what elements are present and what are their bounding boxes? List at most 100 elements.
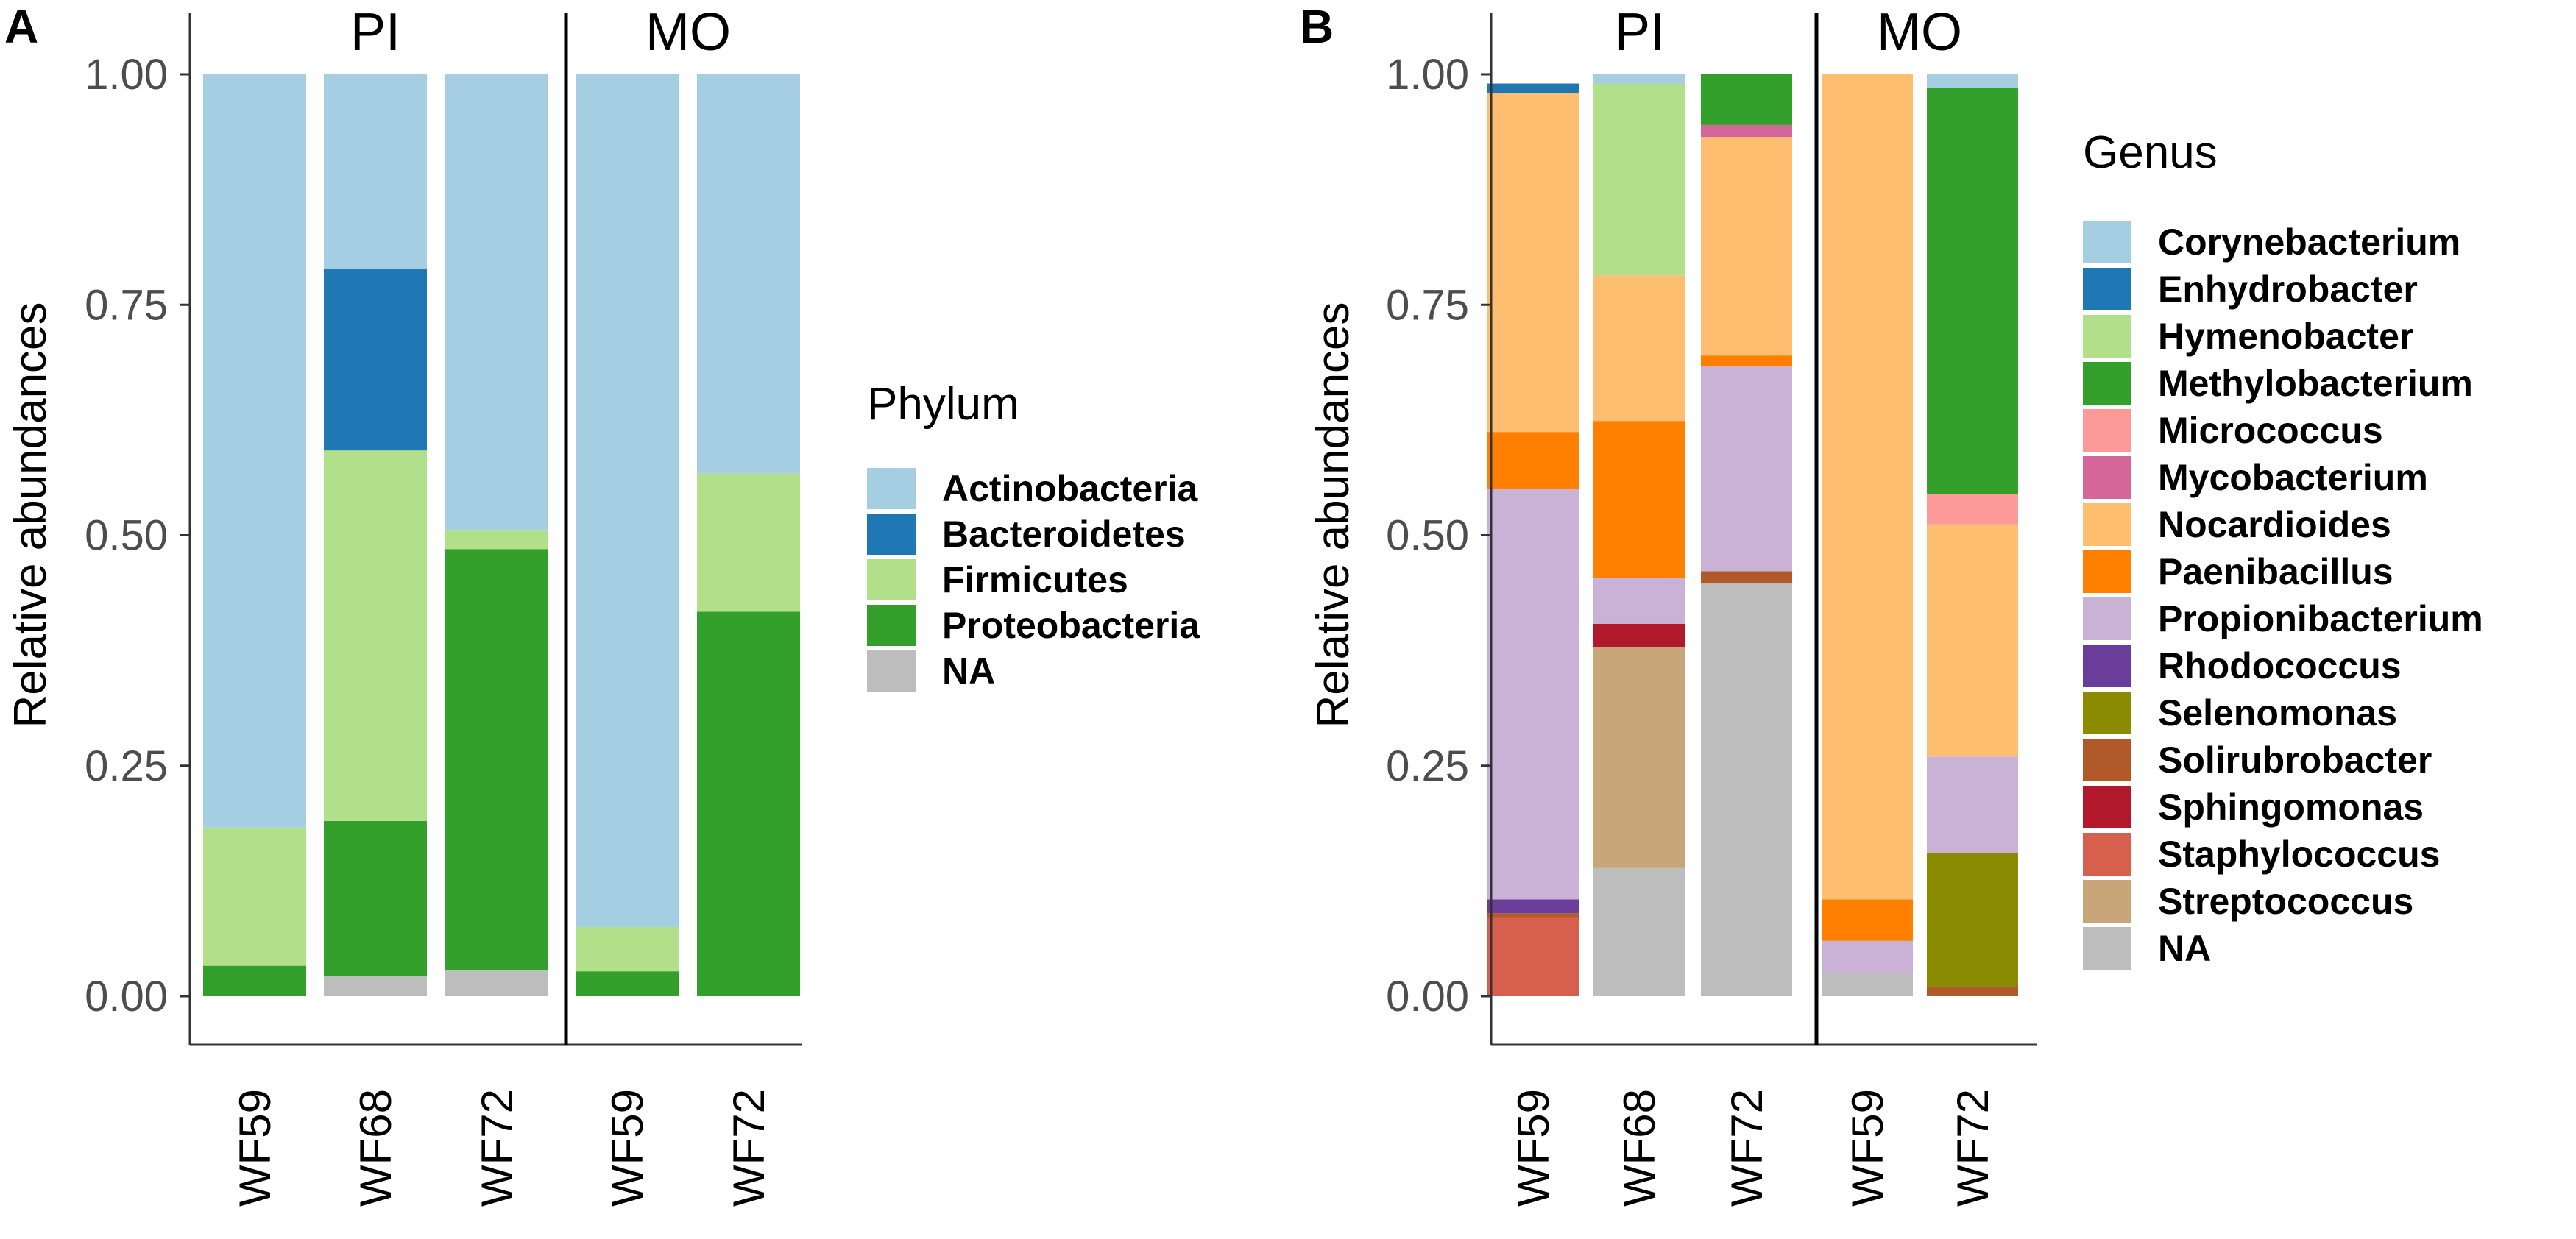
panel-a-bar-2-actinobacteria bbox=[324, 74, 427, 269]
panel-b-legend-label-na: NA bbox=[2158, 928, 2211, 969]
panel-b-legend-key-mycobacterium bbox=[2083, 456, 2131, 499]
panel-b-group-label-pi: PI bbox=[1615, 3, 1665, 62]
panel-b-y-tick-label: 0.75 bbox=[1386, 281, 1469, 329]
panel-b-legend-label-micrococcus: Micrococcus bbox=[2158, 410, 2383, 451]
panel-a-plot-area: 0.00 0.25 0.50 0.75 1.00 WF59 WF68 WF72 WF59 WF72… bbox=[85, 3, 802, 1207]
panel-b-bar-5-methylobacterium bbox=[1927, 88, 2018, 494]
panel-b: B Relative abundances Genus 0.00 0.25 0.50… bbox=[1300, 0, 2483, 1207]
panel-b-bar-5-corynebacterium bbox=[1927, 74, 2018, 88]
panel-a-group-label-mo: MO bbox=[645, 3, 731, 62]
panel-a-legend-label-actinobacteria: Actinobacteria bbox=[942, 468, 1199, 509]
panel-b-legend: Corynebacterium Enhydrobacter Hymenobacter… bbox=[2083, 221, 2483, 970]
panel-a-bar-4-firmicutes bbox=[576, 927, 679, 972]
panel-b-label: B bbox=[1300, 0, 1334, 53]
panel-b-legend-key-micrococcus bbox=[2083, 409, 2131, 452]
panel-b-x-tick-label: WF72 bbox=[1722, 1089, 1772, 1207]
panel-b-x-tick-label: WF72 bbox=[1948, 1089, 1998, 1207]
panel-a-legend-key-firmicutes bbox=[867, 559, 916, 600]
panel-a-bar-3-proteobacteria bbox=[445, 549, 548, 970]
panel-a-x-tick-label: WF72 bbox=[473, 1089, 522, 1207]
panel-b-legend-label-rhodococcus: Rhodococcus bbox=[2158, 645, 2402, 686]
panel-b-x-tick-label: WF59 bbox=[1509, 1089, 1558, 1207]
panel-a-bar-2-na bbox=[324, 976, 427, 996]
panel-b-bar-2-paenibacillus bbox=[1593, 421, 1685, 578]
panel-a-group-label-pi: PI bbox=[350, 3, 400, 62]
panel-b-legend-key-methylobacterium bbox=[2083, 362, 2131, 405]
panel-b-bar-5-solirubrobacter bbox=[1927, 987, 2018, 996]
panel-a-legend-title: Phylum bbox=[867, 379, 1019, 430]
panel-b-legend-key-selenomonas bbox=[2083, 692, 2131, 734]
panel-b-bar-5-micrococcus bbox=[1927, 494, 2018, 525]
panel-b-bar-3-mycobacterium bbox=[1701, 124, 1792, 138]
panel-b-bar-1-rhodococcus bbox=[1487, 899, 1579, 914]
panel-b-y-tick-label: 0.50 bbox=[1386, 512, 1469, 560]
panel-b-bar-3-solirubrobacter bbox=[1701, 571, 1792, 583]
panel-a-bar-3-na bbox=[445, 970, 548, 996]
panel-a-x-tick-label: WF59 bbox=[230, 1089, 280, 1207]
panel-b-bar-4-paenibacillus bbox=[1822, 899, 1913, 941]
panel-b-legend-key-corynebacterium bbox=[2083, 221, 2131, 263]
panel-b-legend-label-hymenobacter: Hymenobacter bbox=[2158, 316, 2413, 357]
panel-b-bar-4-na bbox=[1822, 973, 1913, 996]
panel-a-legend-label-firmicutes: Firmicutes bbox=[942, 559, 1128, 600]
panel-a-bar-2-firmicutes bbox=[324, 450, 427, 821]
panel-a-bar-4-actinobacteria bbox=[576, 74, 679, 928]
panel-b-bar-4-nocardioides bbox=[1822, 74, 1913, 900]
panel-a-legend-key-na bbox=[867, 650, 916, 692]
panel-b-legend-label-staphylococcus: Staphylococcus bbox=[2158, 834, 2440, 875]
panel-b-bar-1-enhydrobacter bbox=[1487, 83, 1579, 93]
panel-b-legend-key-solirubrobacter bbox=[2083, 739, 2131, 781]
panel-b-bar-2-corynebacterium bbox=[1593, 74, 1685, 84]
panel-b-bar-1-propionibacterium bbox=[1487, 489, 1579, 900]
panel-b-bar-3-paenibacillus bbox=[1701, 355, 1792, 367]
panel-b-bar-1-nocardioides bbox=[1487, 93, 1579, 433]
panel-b-legend-key-staphylococcus bbox=[2083, 833, 2131, 876]
panel-a-bar-5-firmicutes bbox=[697, 473, 800, 612]
panel-b-legend-label-solirubrobacter: Solirubrobacter bbox=[2158, 739, 2432, 781]
panel-b-legend-key-nocardioides bbox=[2083, 503, 2131, 546]
panel-b-bar-3-methylobacterium bbox=[1701, 74, 1792, 125]
panel-b-y-axis-title: Relative abundances bbox=[1308, 302, 1359, 728]
panel-b-bar-1-paenibacillus bbox=[1487, 432, 1579, 489]
panel-b-legend-key-enhydrobacter bbox=[2083, 268, 2131, 310]
panel-a-y-tick-label: 0.50 bbox=[85, 512, 168, 560]
panel-a-y-tick-label: 1.00 bbox=[85, 51, 168, 99]
panel-a-x-tick-label: WF59 bbox=[603, 1089, 652, 1207]
panel-a-legend-key-proteobacteria bbox=[867, 605, 916, 646]
panel-b-x-tick-label: WF59 bbox=[1843, 1089, 1892, 1207]
panel-b-bar-1-staphylococcus bbox=[1487, 917, 1579, 996]
panel-b-y-tick-label: 0.00 bbox=[1386, 973, 1469, 1020]
panel-a-y-tick-label: 0.75 bbox=[85, 281, 168, 329]
panel-a-legend-key-actinobacteria bbox=[867, 468, 916, 509]
panel-b-y-tick-label: 1.00 bbox=[1386, 51, 1469, 99]
panel-a-bar-1-firmicutes bbox=[203, 827, 306, 966]
panel-a-legend-label-na: NA bbox=[942, 650, 995, 692]
panel-a-bar-5-proteobacteria bbox=[697, 611, 800, 996]
panel-a-bar-3-actinobacteria bbox=[445, 74, 548, 531]
panel-a-legend-label-proteobacteria: Proteobacteria bbox=[942, 605, 1200, 646]
panel-a-bar-4-proteobacteria bbox=[576, 971, 679, 996]
panel-a-bar-3-firmicutes bbox=[445, 530, 548, 550]
panel-b-legend-key-hymenobacter bbox=[2083, 315, 2131, 358]
panel-b-legend-label-enhydrobacter: Enhydrobacter bbox=[2158, 269, 2418, 310]
panel-b-bar-2-sphingomonas bbox=[1593, 623, 1685, 647]
panel-b-x-tick-label: WF68 bbox=[1615, 1089, 1664, 1207]
panel-b-legend-label-streptococcus: Streptococcus bbox=[2158, 881, 2413, 922]
panel-b-legend-label-nocardioides: Nocardioides bbox=[2158, 504, 2391, 545]
panel-b-legend-label-mycobacterium: Mycobacterium bbox=[2158, 457, 2428, 498]
panel-a-legend-key-bacteroidetes bbox=[867, 514, 916, 555]
panel-b-bar-2-hymenobacter bbox=[1593, 83, 1685, 276]
panel-b-legend-key-streptococcus bbox=[2083, 880, 2131, 923]
panel-b-bar-2-nocardioides bbox=[1593, 275, 1685, 422]
panel-a-bar-2-proteobacteria bbox=[324, 820, 427, 976]
panel-b-bar-5-propionibacterium bbox=[1927, 756, 2018, 853]
panel-a-bar-1-actinobacteria bbox=[203, 74, 306, 828]
panel-b-legend-key-na bbox=[2083, 927, 2131, 970]
panel-a-y-tick-label: 0.00 bbox=[85, 973, 168, 1020]
panel-b-bar-3-propionibacterium bbox=[1701, 366, 1792, 572]
panel-b-bar-5-selenomonas bbox=[1927, 853, 2018, 987]
panel-a-label: A bbox=[4, 0, 38, 53]
panel-a-legend-label-bacteroidetes: Bacteroidetes bbox=[942, 514, 1186, 555]
